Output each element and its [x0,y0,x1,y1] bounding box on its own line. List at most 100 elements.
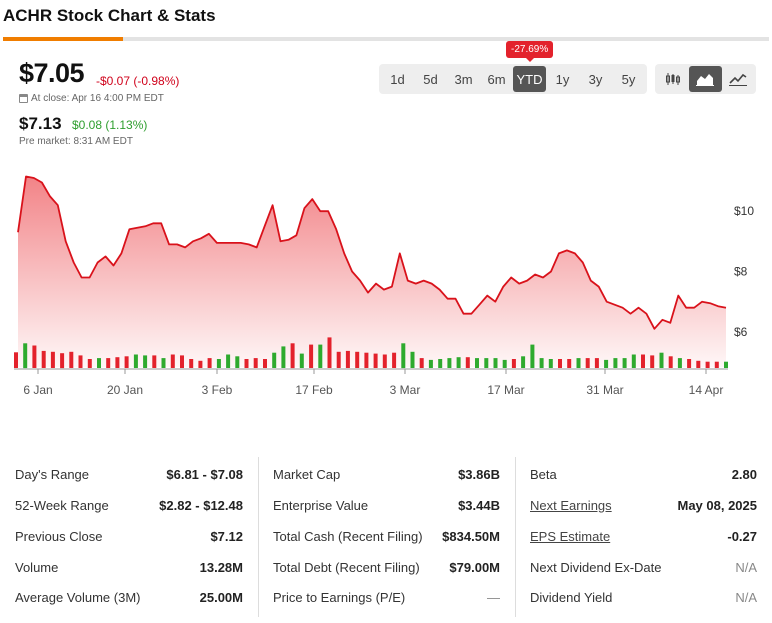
price-area-fill [18,176,726,367]
stat-value: $7.12 [210,528,243,544]
volume-bar [180,355,184,368]
stat-row: Price to Earnings (P/E) — [273,587,500,607]
stat-row: Beta 2.80 [530,464,757,484]
volume-bar [502,359,507,368]
stat-label[interactable]: Next Earnings [530,497,612,513]
candlestick-chart-icon [666,73,681,85]
title-rule-accent [3,37,123,41]
stat-row: Volume 13.28M [15,557,243,577]
volume-bar [23,343,28,369]
volume-bar [60,353,65,369]
stat-label: 52-Week Range [15,497,109,513]
volume-bar [641,354,645,368]
stat-label: Beta [530,466,557,482]
volume-bar [419,358,424,368]
x-tick-label: 17 Mar [487,383,524,397]
stat-row: EPS Estimate -0.27 [530,526,757,546]
chart-type-candlestick[interactable] [657,66,689,92]
chart-type-line[interactable] [722,66,754,92]
volume-bar [465,357,470,368]
range-tab-5y[interactable]: 5y [621,71,636,87]
price-chart-svg: 6 Jan 20 Jan 3 Feb 17 Feb 3 Mar 17 Mar 31 Mar 1… [14,175,754,397]
chart-type-area[interactable] [689,66,722,92]
volume-bar [539,358,544,368]
calendar-icon [19,94,28,103]
volume-bar [309,344,314,368]
range-tab-1d[interactable]: 1d [390,71,405,87]
volume-bar [687,359,692,368]
volume-bar [216,359,221,368]
stat-label[interactable]: EPS Estimate [530,528,611,544]
premarket-price: $7.13 [19,114,62,133]
volume-bar [475,358,479,368]
stat-value: $79.00M [449,559,500,575]
volume-bar [244,359,249,368]
stat-value: $3.44B [458,497,500,513]
volume-bar [253,358,258,368]
volume-bar [714,361,719,368]
volume-bar [152,355,157,368]
stat-value: May 08, 2025 [677,497,757,513]
volume-bar [143,355,148,368]
volume-bar [548,359,553,368]
volume-bar [696,360,701,368]
stat-label: Dividend Yield [530,589,613,605]
price-change: -$0.07 (-0.98%) [96,74,180,88]
stat-row: Enterprise Value $3.44B [273,495,500,515]
range-tab-ytd[interactable]: YTD [513,66,546,92]
stat-row: Day's Range $6.81 - $7.08 [15,464,243,484]
range-tab-3m[interactable]: 3m [454,71,473,87]
stat-label: Next Dividend Ex-Date [530,559,662,575]
volume-bar [106,358,111,368]
volume-bar [484,358,489,368]
stat-value: $6.81 - $7.08 [166,466,243,482]
volume-bar [521,356,526,368]
stat-value: — [487,589,500,605]
volume-bar [161,358,166,368]
x-tick-label: 31 Mar [586,383,623,397]
price-chart[interactable]: 6 Jan 20 Jan 3 Feb 17 Feb 3 Mar 17 Mar 31 Mar 1… [0,160,772,410]
volume-bar [613,358,618,368]
range-tab-1y[interactable]: 1y [555,71,570,87]
volume-bar [438,359,443,368]
ytd-change-badge: -27.69% [506,41,554,62]
stat-label: Enterprise Value [273,497,369,513]
page-title: ACHR Stock Chart & Stats [3,6,216,25]
close-note: At close: Apr 16 4:00 PM EDT [19,93,164,104]
volume-bar [281,346,286,368]
stat-row: Average Volume (3M) 25.00M [15,587,243,607]
x-tick-label: 3 Feb [202,383,233,397]
volume-bar [226,354,231,368]
volume-bar [650,355,655,368]
volume-bar [327,337,332,368]
range-tab-5d[interactable]: 5d [423,71,438,87]
volume-bar [668,356,673,368]
volume-bar [336,351,341,368]
stat-label: Volume [15,559,59,575]
range-tab-6m[interactable]: 6m [487,71,506,87]
stat-value: N/A [735,589,757,605]
range-tab-3y[interactable]: 3y [588,71,603,87]
volume-bar [705,361,710,368]
volume-bar [97,358,101,368]
volume-bar [198,360,203,368]
stat-label: Previous Close [15,528,103,544]
volume-bar [428,359,433,368]
volume-bar [594,358,599,368]
x-tick-label: 3 Mar [390,383,421,397]
y-tick-label: $8 [734,265,748,279]
volume-bar [493,358,498,368]
x-tick-label: 14 Apr [689,383,724,397]
stat-row: Previous Close $7.12 [15,526,243,546]
volume-bar [133,354,138,368]
volume-bar [410,351,415,368]
volume-bar [622,358,627,368]
y-tick-label: $10 [734,204,754,218]
stat-value: 25.00M [199,589,243,605]
x-tick-label: 6 Jan [23,383,52,397]
volume-bar [576,358,581,368]
stat-label: Price to Earnings (P/E) [273,589,406,605]
line-chart-icon [728,73,747,86]
volume-bar [170,354,175,368]
volume-bar [345,350,350,368]
